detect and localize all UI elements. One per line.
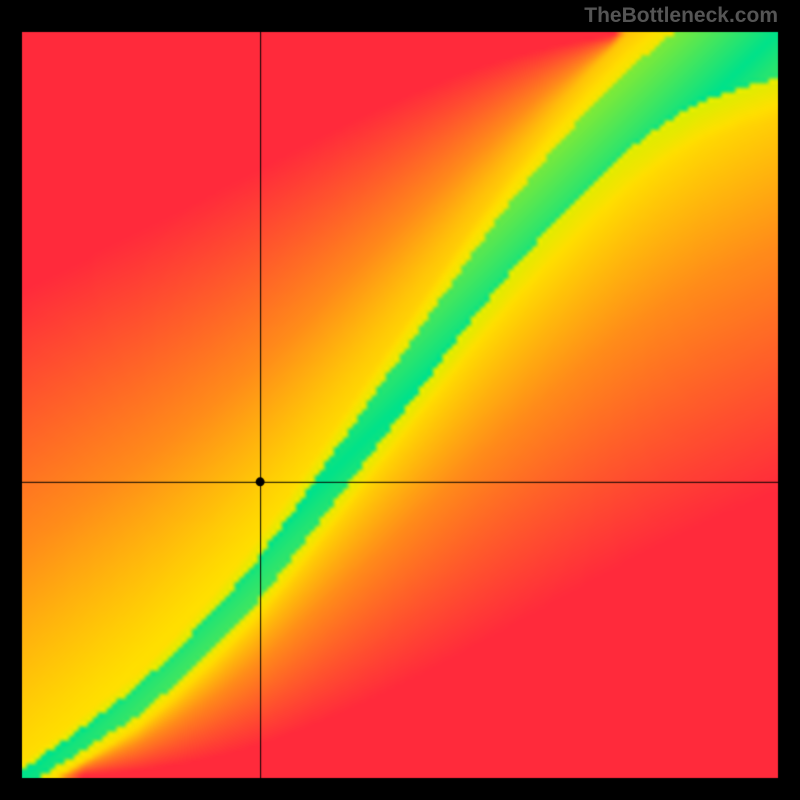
watermark-text: TheBottleneck.com [584, 4, 778, 28]
heatmap-canvas [0, 0, 800, 800]
chart-container: TheBottleneck.com [0, 0, 800, 800]
